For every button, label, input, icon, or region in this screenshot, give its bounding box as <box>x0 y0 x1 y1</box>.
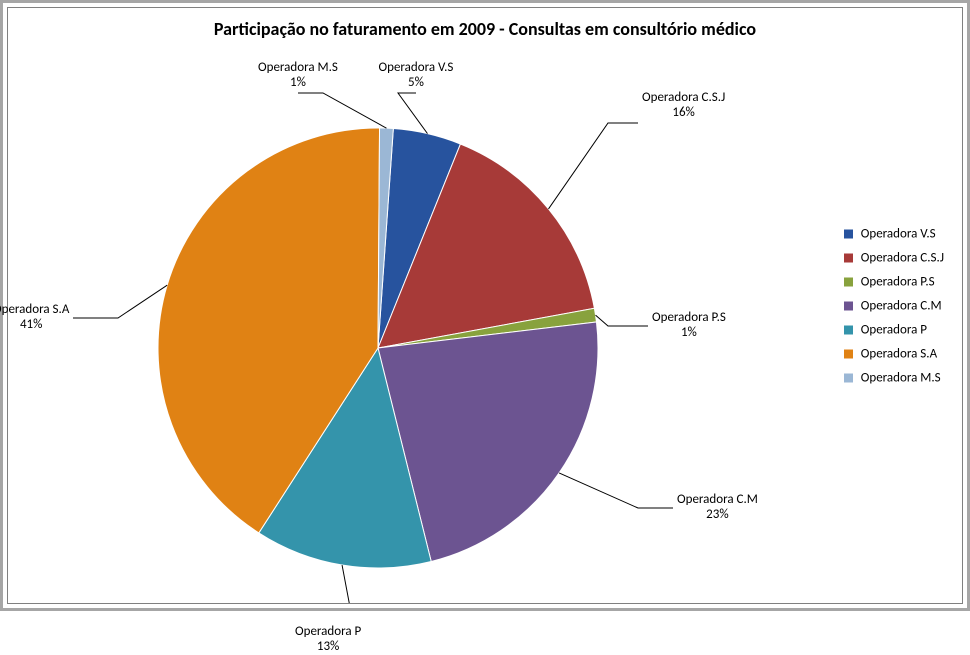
slice-label: Operadora V.S5% <box>379 61 454 91</box>
legend-label: Operadora S.A <box>861 346 937 361</box>
slice-label-name: Operadora S.A <box>0 303 69 318</box>
legend-label: Operadora P.S <box>861 274 935 289</box>
legend-label: Operadora P <box>861 322 927 337</box>
slice-label-name: Operadora C.M <box>677 493 758 508</box>
slice-label-percent: 5% <box>379 76 454 91</box>
pie-svg <box>8 48 762 603</box>
slice-label: Operadora P13% <box>295 625 361 655</box>
legend-label: Operadora C.M <box>861 298 942 313</box>
chart-title: Participação no faturamento em 2009 - Co… <box>8 18 962 40</box>
leader-line <box>596 315 648 326</box>
leader-line <box>298 93 386 128</box>
legend-item: Operadora M.S <box>844 370 944 385</box>
legend-item: Operadora S.A <box>844 346 944 361</box>
slice-label-percent: 1% <box>258 76 338 91</box>
slice-label: Operadora C.M23% <box>677 493 758 523</box>
slice-label: Operadora M.S1% <box>258 61 338 91</box>
slice-label-percent: 13% <box>295 640 361 655</box>
slice-label-percent: 23% <box>677 508 758 523</box>
slice-label: Operadora C.S.J16% <box>642 91 725 121</box>
legend-swatch <box>844 253 853 262</box>
legend: Operadora V.S Operadora C.S.J Operadora P.… <box>844 217 944 394</box>
slice-label: Operadora S.A41% <box>0 303 69 333</box>
legend-item: Operadora P <box>844 322 944 337</box>
slice-label-name: Operadora V.S <box>379 61 454 76</box>
legend-label: Operadora C.S.J <box>861 250 944 265</box>
pie-chart-area: Operadora V.S5%Operadora C.S.J16%Operado… <box>8 48 762 603</box>
slice-label-name: Operadora P <box>295 625 361 640</box>
slice-label: Operadora P.S1% <box>652 311 726 341</box>
legend-item: Operadora C.S.J <box>844 250 944 265</box>
legend-swatch <box>844 229 853 238</box>
slice-label-name: Operadora M.S <box>258 61 338 76</box>
slice-label-percent: 16% <box>642 106 725 121</box>
legend-swatch <box>844 325 853 334</box>
slice-label-percent: 1% <box>652 326 726 341</box>
slice-label-name: Operadora C.S.J <box>642 91 725 106</box>
slice-label-percent: 41% <box>0 318 69 333</box>
slice-label-name: Operadora P.S <box>652 311 726 326</box>
chart-outer-border: Participação no faturamento em 2009 - Co… <box>0 0 970 611</box>
legend-swatch <box>844 373 853 382</box>
leader-line <box>548 123 638 209</box>
legend-label: Operadora V.S <box>861 226 936 241</box>
legend-swatch <box>844 301 853 310</box>
legend-swatch <box>844 277 853 286</box>
legend-swatch <box>844 349 853 358</box>
leader-line <box>398 93 427 134</box>
legend-item: Operadora C.M <box>844 298 944 313</box>
legend-label: Operadora M.S <box>861 370 941 385</box>
chart-inner-border: Participação no faturamento em 2009 - Co… <box>7 7 963 604</box>
leader-line <box>73 285 167 318</box>
leader-line <box>328 565 353 603</box>
legend-item: Operadora V.S <box>844 226 944 241</box>
leader-line <box>559 473 673 508</box>
legend-item: Operadora P.S <box>844 274 944 289</box>
